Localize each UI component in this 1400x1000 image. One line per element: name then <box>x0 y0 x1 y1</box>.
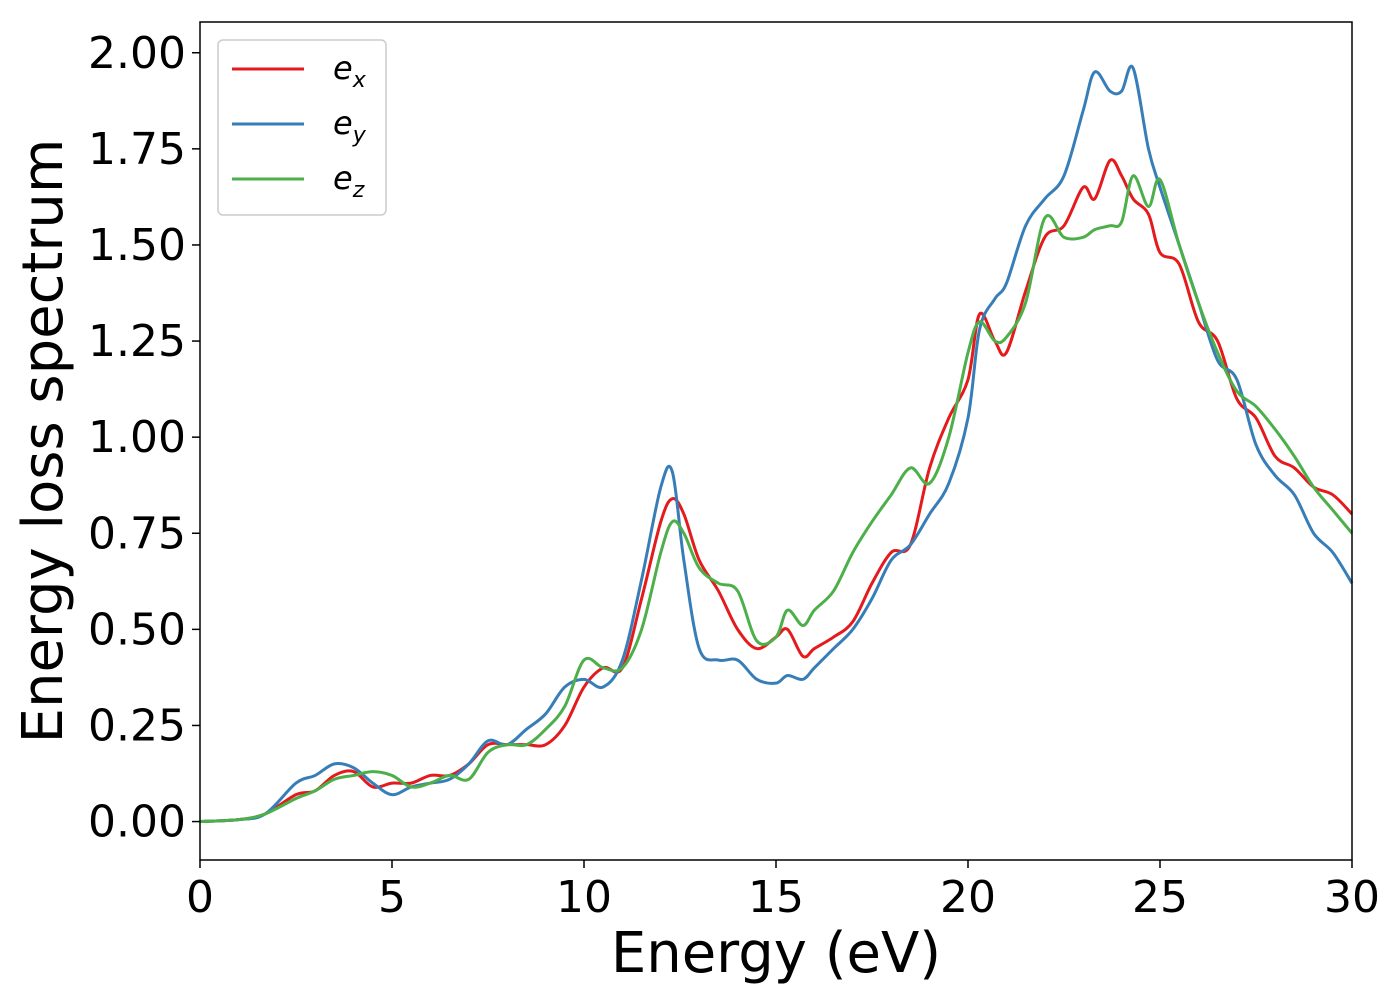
y-tick-label: 2.00 <box>88 28 186 79</box>
x-tick-label: 25 <box>1132 872 1188 923</box>
y-tick-label: 0.25 <box>88 700 186 751</box>
y-axis-ticks: 0.00 0.25 0.50 0.75 1.00 1.25 1.50 1.75 2.00 <box>88 28 200 848</box>
x-axis-title: Energy (eV) <box>611 921 941 986</box>
x-tick-label: 20 <box>940 872 996 923</box>
y-tick-label: 0.50 <box>88 604 186 655</box>
x-tick-label: 30 <box>1324 872 1380 923</box>
y-tick-label: 1.75 <box>88 124 186 175</box>
legend-box <box>217 39 387 216</box>
legend: ex ey ez <box>217 39 387 216</box>
y-tick-label: 1.50 <box>88 220 186 271</box>
series-line-ex <box>199 158 1354 824</box>
x-tick-label: 5 <box>378 872 406 923</box>
series-layer <box>199 64 1354 824</box>
legend-label-ex: ex <box>333 49 367 93</box>
y-tick-label: 1.00 <box>88 412 186 463</box>
y-tick-label: 1.25 <box>88 316 186 367</box>
y-axis-title: Energy loss spectrum <box>11 139 76 744</box>
x-tick-label: 15 <box>748 872 804 923</box>
x-axis-ticks: 0 5 10 15 20 25 30 <box>186 860 1380 923</box>
series-line-ey <box>199 64 1354 824</box>
legend-label-ey: ey <box>333 104 367 148</box>
x-tick-label: 10 <box>556 872 612 923</box>
y-tick-label: 0.00 <box>88 797 186 848</box>
x-tick-label: 0 <box>186 872 214 923</box>
y-tick-label: 0.75 <box>88 508 186 559</box>
series-line-ez <box>199 174 1354 824</box>
legend-label-ez: ez <box>333 159 365 203</box>
